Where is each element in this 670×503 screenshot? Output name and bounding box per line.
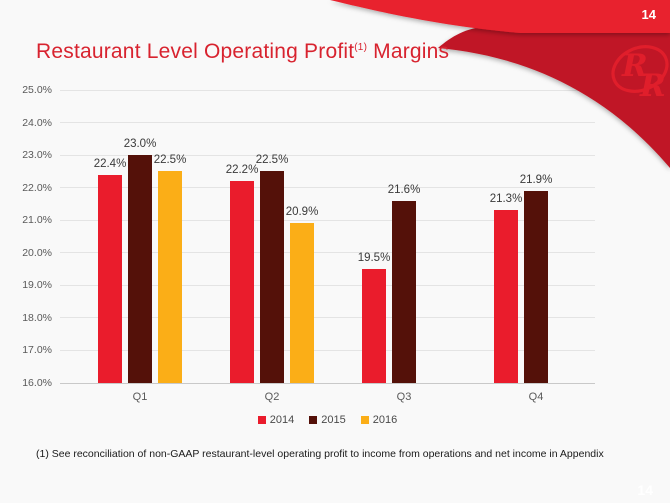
bar-2015-Q1 xyxy=(128,155,152,383)
page-title: Restaurant Level Operating Profit(1) Mar… xyxy=(36,40,449,64)
bar-value-label: 22.5% xyxy=(255,154,289,167)
legend-item-2015: 2015 xyxy=(309,414,346,426)
bar-2016-Q1 xyxy=(158,171,182,383)
bar-2015-Q4 xyxy=(524,190,548,383)
legend-label: 2016 xyxy=(372,414,398,426)
page-number-watermark: 14 xyxy=(637,482,653,498)
gridline xyxy=(60,382,595,384)
y-axis-label: 23.0% xyxy=(22,149,52,162)
legend-item-2014: 2014 xyxy=(257,414,295,426)
header-decoration: R R xyxy=(330,0,670,168)
logo-letter-r-2: R xyxy=(639,68,666,104)
bar-2014-Q4 xyxy=(494,210,518,383)
y-axis-label: 19.0% xyxy=(22,279,52,292)
legend-swatch-2014 xyxy=(257,416,266,424)
bar-2014-Q1 xyxy=(98,174,122,383)
y-axis-label: 18.0% xyxy=(22,311,52,324)
gridline xyxy=(60,252,595,254)
bar-2014-Q2 xyxy=(230,181,254,383)
gridline xyxy=(60,154,595,156)
bar-value-label: 22.4% xyxy=(93,157,127,170)
bar-value-label: 19.5% xyxy=(357,252,391,265)
y-axis-label: 22.0% xyxy=(22,181,52,194)
gridline xyxy=(60,317,595,319)
logo-letter-r-1: R xyxy=(621,48,648,84)
chart-legend: 2014 2015 2016 xyxy=(60,414,595,426)
gridline xyxy=(60,122,595,124)
footnote: (1) See reconciliation of non-GAAP resta… xyxy=(36,448,604,460)
bar-value-label: 21.3% xyxy=(489,193,523,206)
gridline xyxy=(60,219,595,221)
y-axis-label: 21.0% xyxy=(22,214,52,227)
y-axis-label: 20.0% xyxy=(22,246,52,259)
bar-value-label: 22.2% xyxy=(225,164,259,177)
y-axis-label: 24.0% xyxy=(22,116,52,129)
top-band-shape xyxy=(330,0,670,33)
legend-label: 2015 xyxy=(321,414,346,426)
gridline xyxy=(60,89,595,91)
legend-item-2016: 2016 xyxy=(360,414,398,426)
gridline xyxy=(60,284,595,286)
title-suffix: Margins xyxy=(367,40,450,63)
bar-2015-Q3 xyxy=(392,200,416,383)
bar-value-label: 21.9% xyxy=(519,173,553,186)
legend-label: 2014 xyxy=(269,414,295,426)
bar-value-label: 21.6% xyxy=(387,183,421,196)
title-text: Restaurant Level Operating Profit xyxy=(36,40,355,63)
page-number: 14 xyxy=(641,7,656,22)
gridline xyxy=(60,187,595,189)
logo-swirl-outline xyxy=(611,45,669,93)
bar-2014-Q3 xyxy=(362,269,386,383)
legend-swatch-2016 xyxy=(360,416,369,424)
x-axis-label-Q2: Q2 xyxy=(264,391,280,403)
y-axis-label: 16.0% xyxy=(22,377,52,389)
y-axis-label: 25.0% xyxy=(22,84,52,96)
corner-swoosh-shape xyxy=(438,26,670,168)
y-axis-label: 17.0% xyxy=(22,344,52,357)
legend-swatch-2015 xyxy=(309,416,318,424)
bar-2016-Q2 xyxy=(290,223,314,383)
bar-2015-Q2 xyxy=(260,171,284,383)
bar-value-label: 20.9% xyxy=(285,206,319,219)
x-axis-label-Q1: Q1 xyxy=(132,391,148,403)
x-axis-label-Q3: Q3 xyxy=(396,391,412,403)
title-footnote-marker: (1) xyxy=(354,42,368,53)
x-axis-label-Q4: Q4 xyxy=(528,391,544,403)
red-robin-logo-icon: R R xyxy=(611,45,669,104)
bar-value-label: 22.5% xyxy=(153,154,187,167)
gridline xyxy=(60,349,595,351)
bar-value-label: 23.0% xyxy=(123,138,157,151)
